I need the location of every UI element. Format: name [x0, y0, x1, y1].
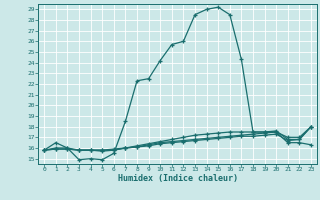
X-axis label: Humidex (Indice chaleur): Humidex (Indice chaleur) — [118, 174, 238, 183]
